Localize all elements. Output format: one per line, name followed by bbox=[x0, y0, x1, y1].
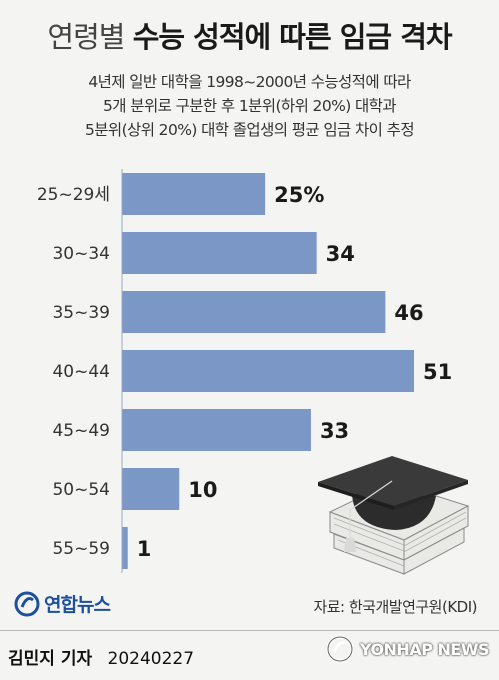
value-label-2: 46 bbox=[394, 301, 423, 325]
subtitle-line-3: 5분위(상위 20%) 대학 졸업생의 평균 임금 차이 추정 bbox=[85, 121, 415, 139]
category-label-5: 50~54 bbox=[52, 480, 110, 500]
value-label-6: 1 bbox=[137, 537, 152, 561]
bar-5 bbox=[122, 468, 180, 510]
category-label-3: 40~44 bbox=[52, 362, 110, 382]
title-main: 수능 성적에 따른 임금 격차 bbox=[132, 20, 453, 54]
chart-title: 연령별 수능 성적에 따른 임금 격차 bbox=[0, 14, 499, 56]
bar-1 bbox=[122, 232, 317, 274]
footer-divider bbox=[0, 630, 499, 631]
value-label-0: 25% bbox=[274, 183, 324, 207]
bar-0 bbox=[122, 173, 266, 215]
value-label-4: 33 bbox=[320, 419, 349, 443]
category-label-1: 30~34 bbox=[52, 244, 110, 264]
value-label-3: 51 bbox=[423, 360, 452, 384]
agency-name: YONHAP NEWS bbox=[359, 639, 490, 659]
category-label-4: 45~49 bbox=[52, 421, 110, 441]
graduation-cap-icon bbox=[318, 456, 470, 575]
category-label-0: 25~29세 bbox=[37, 185, 110, 205]
bar-4 bbox=[122, 409, 311, 451]
bar-3 bbox=[122, 350, 414, 392]
subtitle-line-2: 5개 분위로 구분한 후 1분위(하위 20%) 대학과 bbox=[103, 97, 397, 115]
publish-date: 20240227 bbox=[107, 649, 195, 669]
logo-text: 연합뉴스 bbox=[44, 594, 111, 616]
footer-credit: 김민지 기자 20240227 bbox=[8, 644, 194, 669]
chart-subtitle: 4년제 일반 대학을 1998~2000년 수능성적에 따라 5개 분위로 구분… bbox=[0, 70, 499, 142]
author-name: 김민지 기자 bbox=[8, 649, 93, 669]
yonhap-news-icon bbox=[326, 635, 354, 663]
bar-6 bbox=[122, 527, 128, 569]
subtitle-line-1: 4년제 일반 대학을 1998~2000년 수능성적에 따라 bbox=[88, 73, 411, 91]
value-label-5: 10 bbox=[188, 478, 217, 502]
agency-watermark: YONHAP NEWS bbox=[325, 634, 490, 664]
yonhap-logo: 연합뉴스 bbox=[14, 590, 111, 617]
category-label-6: 55~59 bbox=[52, 539, 110, 559]
bar-2 bbox=[122, 291, 386, 333]
source-note: 자료: 한국개발연구원(KDI) bbox=[313, 598, 477, 616]
title-prefix: 연령별 bbox=[47, 20, 125, 54]
yonhap-logo-icon bbox=[14, 591, 40, 616]
category-label-2: 35~39 bbox=[52, 303, 110, 323]
value-label-1: 34 bbox=[326, 242, 355, 266]
